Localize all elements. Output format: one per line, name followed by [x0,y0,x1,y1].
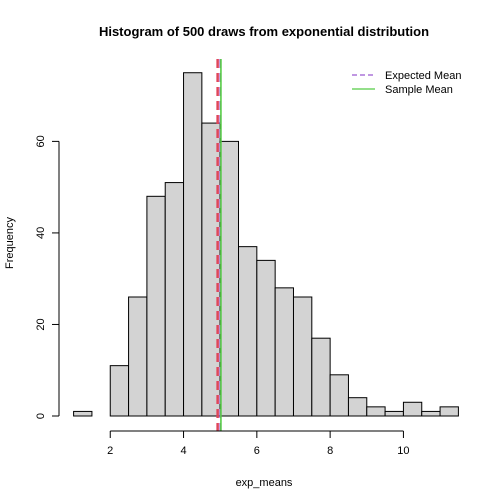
histogram-bar-16 [366,406,386,417]
histogram-bar-4 [146,195,166,417]
x-tick-label: 10 [397,445,409,457]
histogram-bar-19 [421,410,441,417]
legend-label: Expected Mean [385,70,461,82]
legend: Expected Mean Sample Mean [352,70,461,96]
bars-layer [73,72,459,417]
histogram-bar-18 [402,401,423,417]
histogram-bar-17 [384,410,404,417]
legend-label: Sample Mean [385,84,453,96]
mean-lines-layer [216,59,222,431]
x-axis-label: exp_means [236,477,293,489]
chart-title: Histogram of 500 draws from exponential … [99,24,429,39]
histogram-bar-13 [311,337,331,417]
y-tick-label: 0 [35,413,47,419]
x-tick-label: 2 [107,445,113,457]
histogram-bar-8 [219,140,240,417]
histogram-bar-14 [329,374,349,417]
histogram-bar-9 [238,246,258,417]
histogram-bar-10 [256,259,276,417]
histogram-bar-11 [274,287,294,417]
x-tick-label: 6 [254,445,260,457]
y-tick-label: 60 [35,135,47,147]
histogram-bar-15 [347,397,368,417]
histogram-bar-3 [128,296,148,417]
histogram-bar-6 [183,72,203,417]
y-tick-label: 20 [35,318,47,330]
histogram-bar-12 [292,296,313,417]
histogram-bar-0 [73,410,93,417]
histogram-bar-5 [164,182,185,417]
histogram-bar-20 [439,406,459,417]
y-tick-label: 40 [35,227,47,239]
x-tick-label: 4 [180,445,186,457]
histogram-bar-2 [109,365,130,417]
y-axis-label: Frequency [4,217,16,269]
x-tick-label: 8 [327,445,333,457]
axes-layer: 2 4 6 8 10 0 20 40 60 [35,135,410,457]
